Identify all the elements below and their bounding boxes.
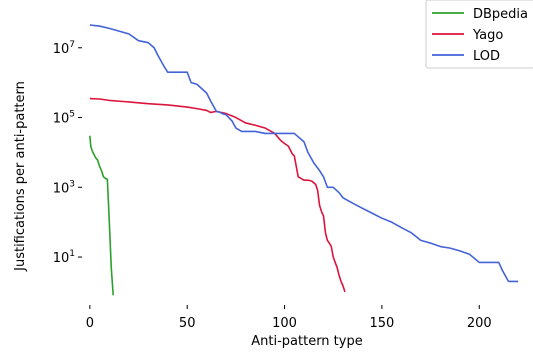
y-axis: 101 103 105 107 [53,40,82,266]
series-line-lod [89,24,519,283]
plot-area [89,24,519,296]
legend: DBpedia Yago LOD [425,0,533,69]
x-tick-label: 0 [86,316,94,331]
x-axis: 0 50 100 150 200 [86,305,492,331]
y-tick-label: 105 [53,110,75,127]
x-tick-label: 50 [179,316,196,331]
y-tick-label: 107 [53,40,75,57]
legend-label-dbpedia: DBpedia [473,7,528,22]
y-tick-label: 103 [53,179,75,196]
legend-frame [425,0,533,69]
legend-label-lod: LOD [473,49,500,64]
x-axis-label: Anti-pattern type [251,334,362,349]
y-tick-label: 101 [53,249,75,266]
x-tick-label: 150 [369,316,394,331]
series-line-yago [89,97,346,293]
y-axis-label: Justifications per anti-pattern [13,81,28,272]
x-tick-label: 200 [467,316,492,331]
x-tick-label: 100 [272,316,297,331]
series-line-dbpedia [89,135,115,296]
legend-label-yago: Yago [472,28,503,43]
